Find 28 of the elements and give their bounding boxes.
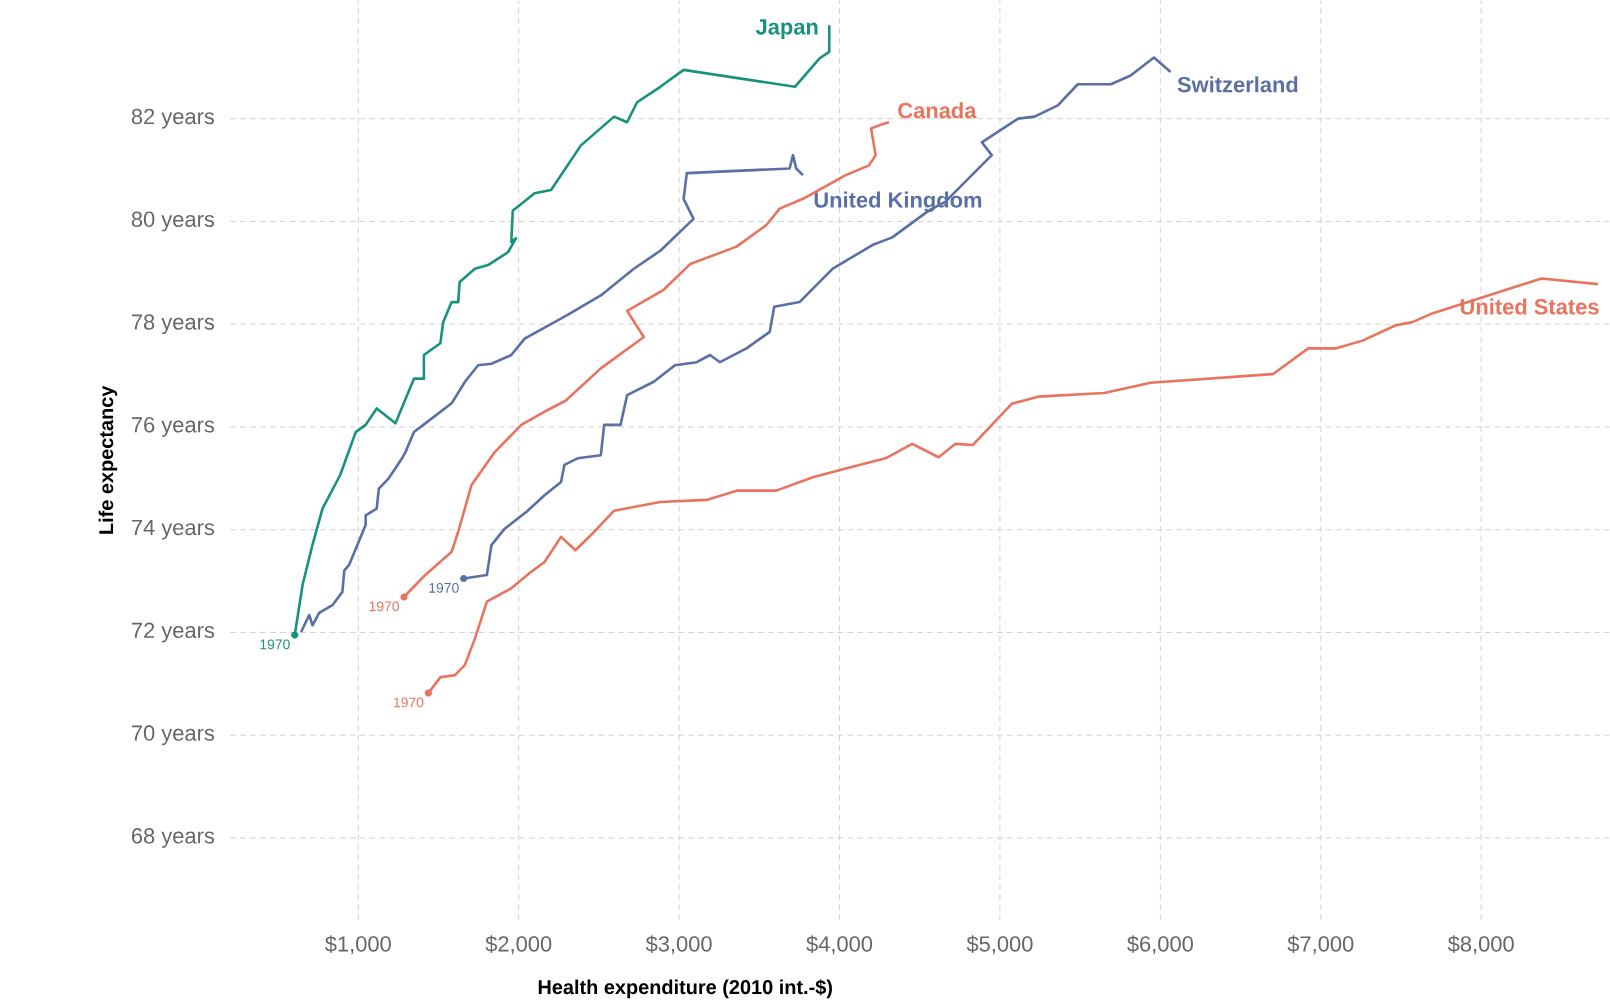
x-tick-label: $3,000 (645, 934, 712, 954)
series-label: United States (1460, 298, 1599, 315)
y-axis-title: Life expectancy (98, 385, 118, 534)
x-tick-label: $2,000 (485, 934, 552, 954)
x-tick-label: $8,000 (1447, 934, 1514, 954)
y-tick-label: 74 years (131, 519, 215, 540)
x-axis-title: Health expenditure (2010 int.-$) (538, 978, 832, 998)
series-label: Canada (898, 101, 977, 118)
y-tick-label: 80 years (131, 211, 215, 231)
line-series (299, 153, 805, 633)
y-tick-label: 76 years (131, 416, 215, 437)
line-series (424, 276, 1600, 697)
y-tick-label: 70 years (131, 724, 215, 745)
series-label: Switzerland (1177, 75, 1298, 93)
y-tick-label: 82 years (131, 108, 215, 129)
point (460, 574, 468, 582)
point (291, 631, 299, 639)
point (424, 689, 432, 697)
series-label: Japan (755, 18, 818, 39)
x-tick-label: $4,000 (806, 934, 873, 954)
x-tick-label: $1,000 (325, 934, 391, 954)
y-tick-label: 72 years (131, 622, 215, 642)
y-tick-label: 68 years (131, 827, 215, 848)
x-tick-label: $5,000 (966, 934, 1033, 954)
y-tick-label: 78 years (131, 313, 215, 334)
line-series (400, 120, 891, 601)
x-tick-label: $7,000 (1287, 934, 1354, 954)
x-tick-label: $6,000 (1127, 934, 1193, 954)
